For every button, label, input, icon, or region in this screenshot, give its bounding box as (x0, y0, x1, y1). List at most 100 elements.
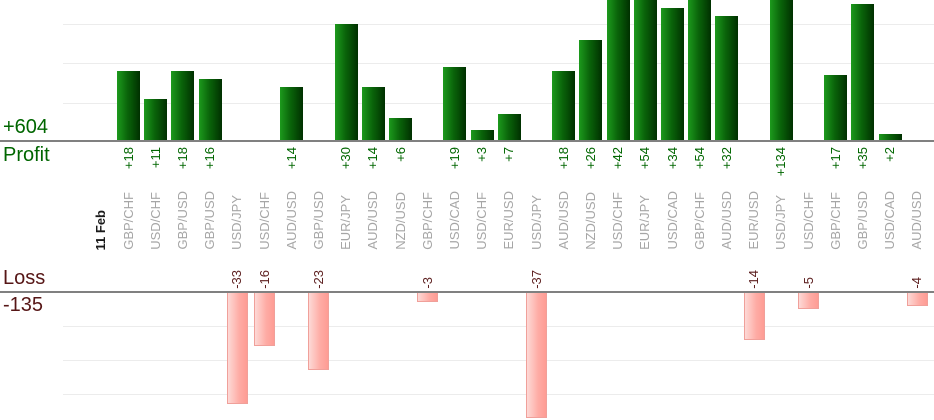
bar-value-label: +54 (637, 147, 653, 170)
loss-bar (798, 292, 819, 309)
bar-value-label: +3 (474, 147, 490, 162)
loss-bar (743, 292, 765, 340)
bar-value-label: -23 (310, 270, 326, 289)
profit-total-label: +604 (3, 116, 49, 138)
bar-value-label: +11 (147, 147, 163, 169)
profit-gridline (63, 24, 934, 26)
pair-label: USD/JPY (773, 195, 789, 250)
profit-bar (497, 114, 521, 142)
profit-bar (715, 16, 739, 142)
pair-label: AUD/USD (555, 191, 571, 250)
profit-bar (198, 79, 222, 142)
profit-bar (606, 0, 630, 142)
bar-value-label: -5 (800, 277, 816, 289)
bar-value-label: +2 (882, 147, 898, 162)
profit-axis-title: Profit (3, 144, 50, 166)
bar-value-label: +30 (338, 147, 354, 170)
profit-bar (688, 0, 712, 142)
bar-value-label: +18 (120, 147, 136, 170)
profit-bar (470, 130, 494, 142)
profit-bar (824, 75, 848, 142)
profit-bar (661, 8, 684, 142)
profit-bar (552, 71, 576, 142)
loss-bar (308, 292, 330, 371)
bar-value-label: +134 (773, 147, 789, 177)
pair-label: AUD/USD (365, 191, 381, 250)
loss-gridline (63, 359, 934, 361)
bar-value-label: +14 (283, 147, 299, 170)
bar-value-label: +32 (718, 147, 734, 170)
pair-label: GBP/CHF (120, 192, 136, 250)
date-label: 11 Feb (93, 209, 109, 250)
loss-total-label: -135 (3, 294, 44, 316)
pair-label: USD/JPY (229, 195, 245, 250)
bar-value-label: +14 (365, 147, 381, 170)
bar-value-label: -16 (256, 270, 272, 289)
bar-value-label: -3 (419, 277, 435, 289)
pair-label: EUR/JPY (338, 195, 354, 250)
pair-label: USD/CHF (474, 192, 490, 250)
loss-bar (417, 292, 439, 303)
pair-label: EUR/USD (746, 191, 762, 250)
bar-value-label: +34 (664, 147, 680, 170)
bar-value-label: +6 (392, 147, 408, 162)
loss-bar (526, 292, 547, 418)
pair-label: NZD/USD (582, 192, 598, 250)
pair-label: GBP/USD (854, 191, 870, 250)
loss-bar (226, 292, 248, 405)
loss-zero-axis (0, 291, 934, 293)
profit-bar (361, 86, 385, 142)
profit-bar (389, 118, 412, 142)
bar-value-label: -14 (746, 270, 762, 289)
pair-label: GBP/CHF (827, 192, 843, 250)
pair-label: USD/CHF (800, 192, 816, 250)
bar-value-label: +18 (555, 147, 571, 170)
pair-label: GBP/USD (174, 191, 190, 250)
profit-bar (334, 24, 358, 142)
loss-axis-title: Loss (3, 267, 46, 289)
bar-value-label: +42 (610, 147, 626, 170)
pair-label: USD/CAD (882, 191, 898, 250)
bar-value-label: +17 (827, 147, 843, 170)
pair-label: AUD/USD (909, 191, 925, 250)
profit-bar (579, 39, 603, 142)
bar-value-label: +7 (501, 147, 517, 162)
pair-label: EUR/JPY (637, 195, 653, 250)
bar-value-label: +18 (174, 147, 190, 170)
profit-bar (117, 71, 140, 142)
pair-label: USD/JPY (528, 195, 544, 250)
profit-bar (144, 98, 168, 142)
loss-gridline (63, 393, 934, 395)
pair-label: USD/CHF (256, 192, 272, 250)
loss-bar (254, 292, 275, 347)
pair-label: EUR/USD (501, 191, 517, 250)
loss-gridline (63, 325, 934, 327)
pair-label: NZD/USD (392, 192, 408, 250)
pair-label: GBP/USD (202, 191, 218, 250)
pair-label: AUD/USD (283, 191, 299, 250)
bar-value-label: +54 (691, 147, 707, 170)
bar-value-label: +19 (446, 147, 462, 170)
profit-bar (878, 134, 902, 142)
pair-label: USD/CAD (446, 191, 462, 250)
pair-label: GBP/CHF (691, 192, 707, 250)
pair-label: GBP/USD (310, 191, 326, 250)
pair-label: USD/CHF (147, 192, 163, 250)
pair-label: USD/CHF (610, 192, 626, 250)
profit-bar (769, 0, 793, 142)
bar-value-label: +16 (202, 147, 218, 170)
bar-value-label: -33 (229, 270, 245, 289)
loss-bar (906, 292, 928, 306)
profit-bar (171, 71, 195, 142)
profit-gridline (63, 63, 934, 65)
pair-label: AUD/USD (718, 191, 734, 250)
profit-zero-axis (0, 140, 934, 142)
pair-label: USD/CAD (664, 191, 680, 250)
profit-bar (443, 67, 467, 142)
profit-bar (280, 86, 304, 142)
bar-value-label: -4 (909, 277, 925, 289)
pair-label: GBP/CHF (419, 192, 435, 250)
profit-bar (851, 4, 875, 142)
bar-value-label: +26 (582, 147, 598, 170)
